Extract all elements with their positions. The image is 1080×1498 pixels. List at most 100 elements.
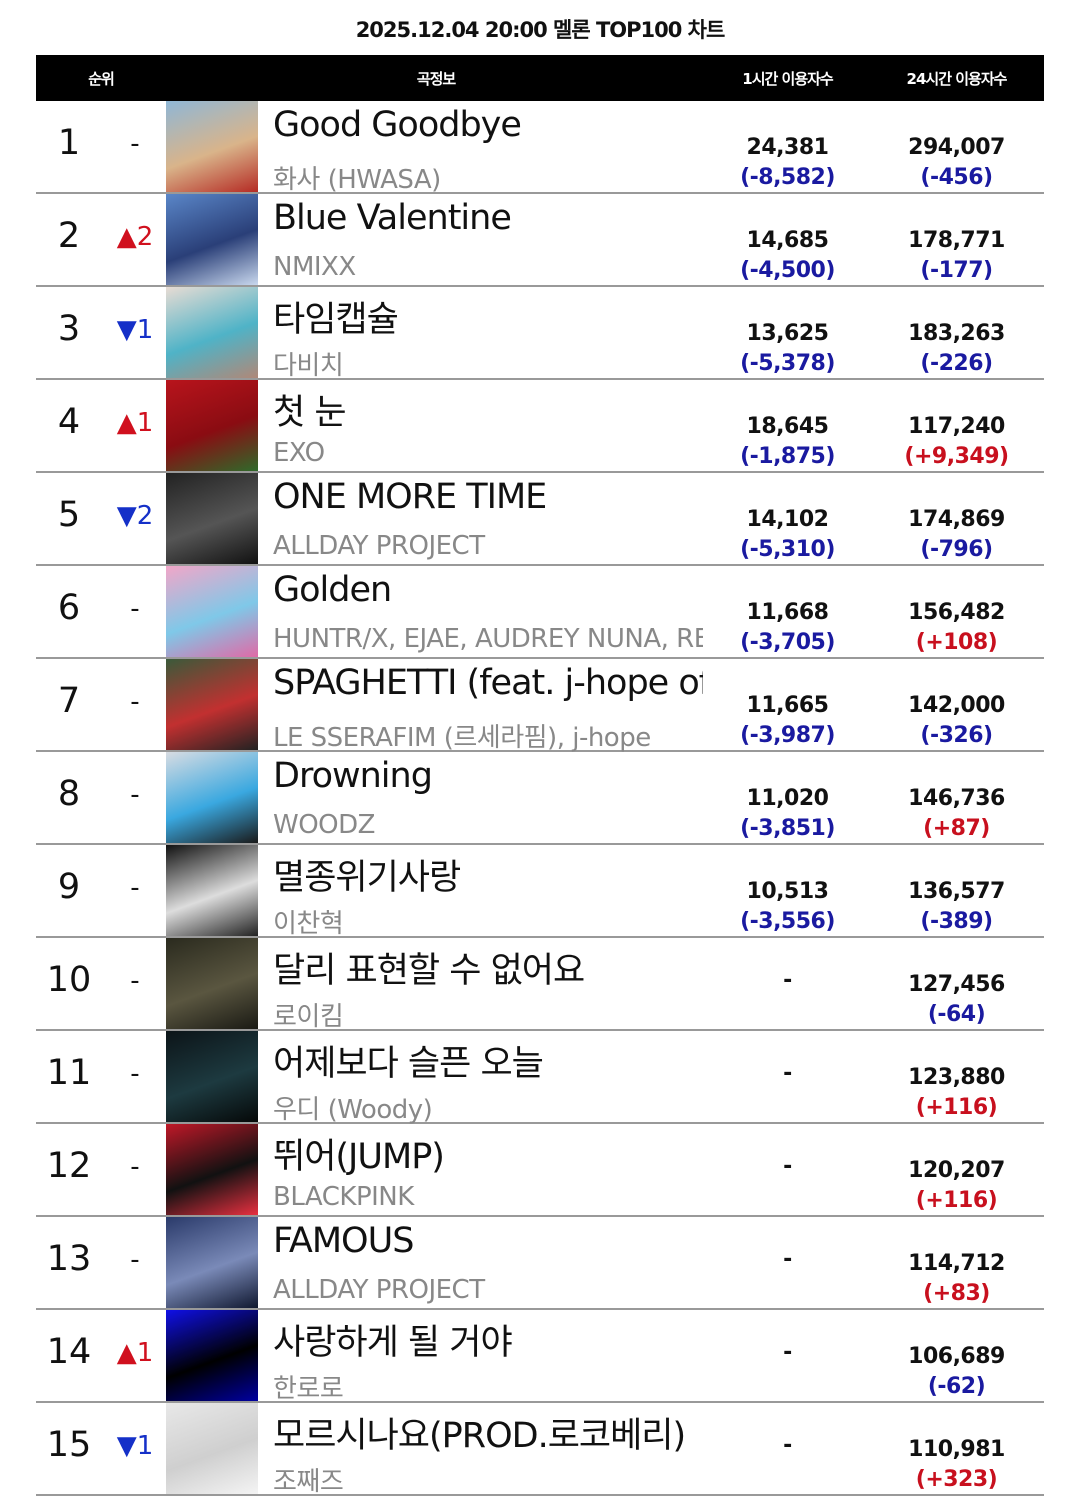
rank-number: 7 [57, 681, 81, 721]
hourly-listeners: - [783, 1154, 792, 1179]
album-art[interactable] [166, 659, 258, 750]
rank-number: 4 [57, 402, 81, 442]
header-rank: 순위 [88, 69, 115, 88]
song-title[interactable]: 타임캡슐 [273, 300, 399, 340]
table-row[interactable]: 13 - FAMOUS ALLDAY PROJECT - 114,712 (+83) [36, 1217, 1044, 1310]
hourly-listeners: 24,381 [746, 135, 829, 160]
artist-name[interactable]: EXO [273, 438, 325, 468]
table-row[interactable]: 8 - Drowning WOODZ 11,020 (-3,851) 146,736… [36, 752, 1044, 845]
album-art[interactable] [166, 1031, 258, 1122]
artist-name[interactable]: ALLDAY PROJECT [273, 1275, 485, 1305]
song-title[interactable]: 어제보다 슬픈 오늘 [273, 1044, 544, 1084]
song-title[interactable]: Blue Valentine [273, 198, 512, 238]
artist-name[interactable]: LE SSERAFIM (르세라핌), j-hope [273, 723, 651, 753]
artist-name[interactable]: HUNTR/X, EJAE, AUDREY NUNA, REI AMI [273, 624, 703, 654]
album-art[interactable] [166, 194, 258, 285]
artist-name[interactable]: 이찬혁 [273, 909, 344, 939]
album-art[interactable] [166, 287, 258, 378]
album-art[interactable] [166, 473, 258, 564]
artist-name[interactable]: 조째즈 [273, 1467, 344, 1497]
daily-listeners: 156,482 [908, 600, 1005, 625]
song-title[interactable]: 뛰어(JUMP) [273, 1137, 445, 1177]
header-daily-listeners: 24시간 이용자수 [906, 69, 1008, 88]
daily-listeners: 136,577 [908, 879, 1005, 904]
album-art[interactable] [166, 752, 258, 843]
daily-listeners-diff: (-389) [920, 909, 993, 934]
table-header: 순위 곡정보 1시간 이용자수 24시간 이용자수 [36, 55, 1044, 101]
table-row[interactable]: 6 - Golden HUNTR/X, EJAE, AUDREY NUNA, R… [36, 566, 1044, 659]
daily-listeners: 174,869 [908, 507, 1005, 532]
rank-change: ▲1 [116, 1338, 154, 1368]
song-title[interactable]: 사랑하게 될 거야 [273, 1323, 513, 1363]
album-art[interactable] [166, 1124, 258, 1215]
song-title[interactable]: FAMOUS [273, 1221, 414, 1261]
hourly-listeners-diff: (-3,556) [740, 909, 835, 934]
daily-listeners-diff: (-456) [920, 165, 993, 190]
rank-change: - [130, 1059, 140, 1089]
hourly-listeners: - [783, 1433, 792, 1458]
table-row[interactable]: 15 ▼1 모르시나요(PROD.로코베리) 조째즈 - 110,981 (+323… [36, 1403, 1044, 1497]
song-title[interactable]: ONE MORE TIME [273, 477, 547, 517]
artist-name[interactable]: ALLDAY PROJECT [273, 531, 485, 561]
hourly-listeners: 13,625 [746, 321, 829, 346]
album-art[interactable] [166, 566, 258, 657]
table-row[interactable]: 11 - 어제보다 슬픈 오늘 우디 (Woody) - 123,880 (+116… [36, 1031, 1044, 1125]
song-title[interactable]: 첫 눈 [273, 393, 347, 433]
song-title[interactable]: 달리 표현할 수 없어요 [273, 951, 585, 991]
hourly-listeners-diff: (-5,310) [740, 537, 835, 562]
album-art[interactable] [166, 1310, 258, 1401]
rank-change: ▼1 [116, 315, 154, 345]
rank-change: - [130, 129, 140, 159]
artist-name[interactable]: 다비치 [273, 351, 344, 381]
rank-number: 2 [57, 216, 81, 256]
daily-listeners: 178,771 [908, 228, 1005, 253]
hourly-listeners-diff: (-3,705) [740, 630, 835, 655]
song-title[interactable]: SPAGHETTI (feat. j-hope of BTS) [273, 663, 703, 703]
album-art[interactable] [166, 938, 258, 1029]
table-row[interactable]: 12 - 뛰어(JUMP) BLACKPINK - 120,207 (+116) [36, 1124, 1044, 1217]
daily-listeners: 294,007 [908, 135, 1005, 160]
artist-name[interactable]: WOODZ [273, 810, 375, 840]
table-row[interactable]: 9 - 멸종위기사랑 이찬혁 10,513 (-3,556) 136,577 (-3… [36, 845, 1044, 939]
rank-change: - [130, 1245, 140, 1275]
daily-listeners-diff: (-326) [920, 723, 993, 748]
artist-name[interactable]: 한로로 [273, 1374, 344, 1404]
artist-name[interactable]: BLACKPINK [273, 1182, 414, 1212]
song-title[interactable]: Drowning [273, 756, 433, 796]
hourly-listeners-diff: (-3,987) [740, 723, 835, 748]
daily-listeners-diff: (+83) [923, 1281, 990, 1306]
rank-change: - [130, 966, 140, 996]
hourly-listeners: 11,020 [746, 786, 829, 811]
artist-name[interactable]: 우디 (Woody) [273, 1095, 433, 1125]
table-row[interactable]: 5 ▼2 ONE MORE TIME ALLDAY PROJECT 14,102 … [36, 473, 1044, 566]
rank-change: ▲2 [116, 222, 154, 252]
album-art[interactable] [166, 845, 258, 936]
table-row[interactable]: 7 - SPAGHETTI (feat. j-hope of BTS) LE S… [36, 659, 1044, 753]
album-art[interactable] [166, 1403, 258, 1494]
daily-listeners: 114,712 [908, 1251, 1005, 1276]
rank-change: - [130, 873, 140, 903]
album-art[interactable] [166, 1217, 258, 1308]
daily-listeners: 120,207 [908, 1158, 1005, 1183]
song-title[interactable]: Good Goodbye [273, 105, 522, 145]
rank-change: - [130, 780, 140, 810]
table-row[interactable]: 1 - Good Goodbye 화사 (HWASA) 24,381 (-8,58… [36, 101, 1044, 195]
song-title[interactable]: 멸종위기사랑 [273, 858, 461, 898]
rank-number: 14 [46, 1332, 92, 1372]
daily-listeners: 123,880 [908, 1065, 1005, 1090]
daily-listeners-diff: (+9,349) [904, 444, 1009, 469]
artist-name[interactable]: 화사 (HWASA) [273, 165, 441, 195]
table-row[interactable]: 3 ▼1 타임캡슐 다비치 13,625 (-5,378) 183,263 (-22… [36, 287, 1044, 381]
table-row[interactable]: 2 ▲2 Blue Valentine NMIXX 14,685 (-4,500)… [36, 194, 1044, 287]
song-title[interactable]: Golden [273, 570, 392, 610]
artist-name[interactable]: NMIXX [273, 252, 356, 282]
album-art[interactable] [166, 101, 258, 192]
table-row[interactable]: 4 ▲1 첫 눈 EXO 18,645 (-1,875) 117,240 (+9,3… [36, 380, 1044, 473]
table-row[interactable]: 10 - 달리 표현할 수 없어요 로이킴 - 127,456 (-64) [36, 938, 1044, 1032]
header-song-info: 곡정보 [416, 69, 456, 88]
daily-listeners: 127,456 [908, 972, 1005, 997]
artist-name[interactable]: 로이킴 [273, 1002, 344, 1032]
song-title[interactable]: 모르시나요(PROD.로코베리) [273, 1416, 686, 1456]
album-art[interactable] [166, 380, 258, 471]
table-row[interactable]: 14 ▲1 사랑하게 될 거야 한로로 - 106,689 (-62) [36, 1310, 1044, 1404]
